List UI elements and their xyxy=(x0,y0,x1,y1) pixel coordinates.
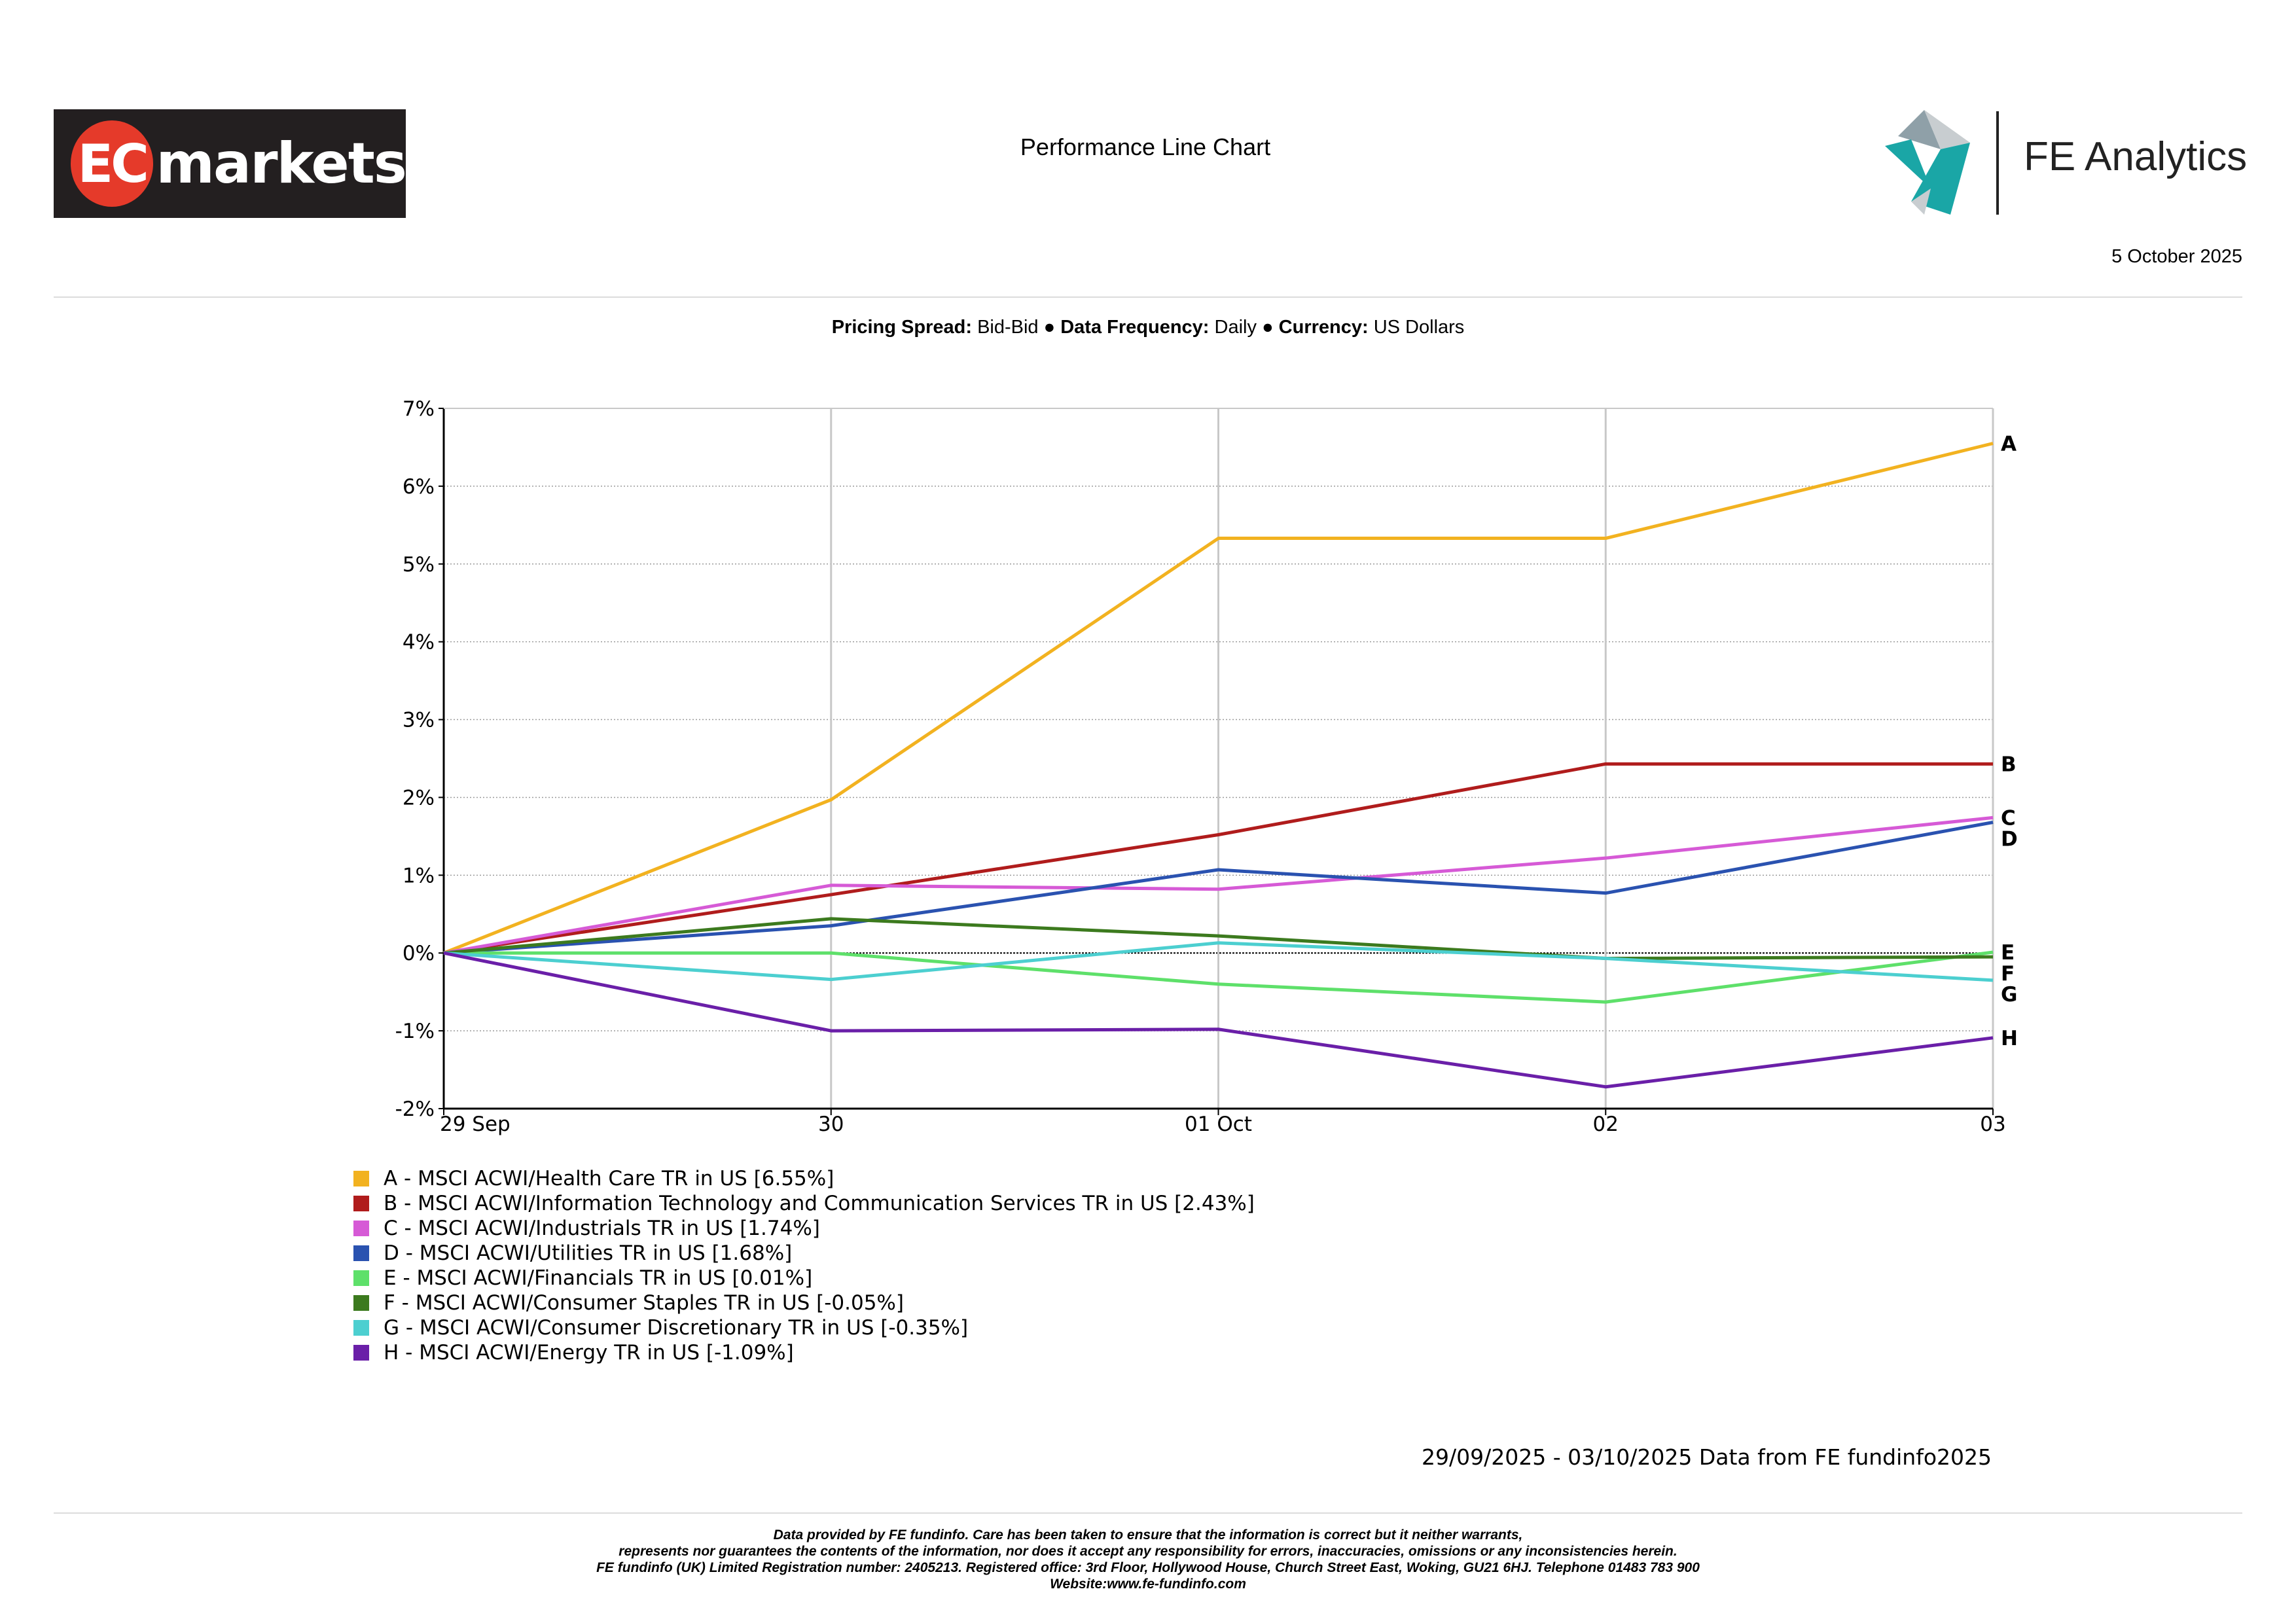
series-end-label: F xyxy=(2001,962,2015,986)
frequency-value: Daily xyxy=(1214,317,1257,338)
series-line-e xyxy=(444,950,1994,1004)
currency-label: Currency: xyxy=(1278,317,1369,338)
y-tick-label: 0% xyxy=(403,942,435,965)
legend-item: D - MSCI ACWI/Utilities TR in US [1.68%] xyxy=(353,1241,1255,1266)
separator: ● xyxy=(1262,317,1274,338)
fe-analytics-logo-icon xyxy=(1885,110,1970,215)
legend-swatch xyxy=(353,1245,369,1261)
series-end-label: E xyxy=(2001,941,2015,965)
series-end-label: B xyxy=(2001,753,2017,776)
disclaimer-line: represents nor guarantees the contents o… xyxy=(619,1544,1677,1559)
frequency-label: Data Frequency: xyxy=(1060,317,1210,338)
fe-analytics-wordmark: FE Analytics xyxy=(2024,134,2248,179)
header-divider xyxy=(1996,111,1999,215)
series-line-g xyxy=(443,941,1994,982)
ec-logo-circle: EC xyxy=(71,120,154,207)
page-title: Performance Line Chart xyxy=(1020,134,1271,160)
series-line-f xyxy=(443,917,1994,961)
legend-swatch xyxy=(353,1295,369,1311)
top-rule xyxy=(54,296,2242,298)
series-end-label: G xyxy=(2001,983,2017,1007)
data-range-note: 29/09/2025 - 03/10/2025 Data from FE fun… xyxy=(1422,1444,1992,1470)
bottom-rule xyxy=(54,1512,2242,1514)
x-tick-label: 01 Oct xyxy=(1185,1113,1252,1136)
series-line-a xyxy=(443,442,1994,955)
chart-legend: A - MSCI ACWI/Health Care TR in US [6.55… xyxy=(353,1166,1255,1365)
legend-label: E - MSCI ACWI/Financials TR in US [0.01%… xyxy=(384,1266,813,1290)
legend-item: G - MSCI ACWI/Consumer Discretionary TR … xyxy=(353,1315,1255,1340)
y-tick-label: 1% xyxy=(403,864,435,887)
y-tick-label: 6% xyxy=(403,475,435,499)
disclaimer-line: FE fundinfo (UK) Limited Registration nu… xyxy=(596,1560,1700,1575)
pricing-value: Bid-Bid xyxy=(977,317,1039,338)
y-tick-label: 4% xyxy=(403,631,435,654)
y-tick-label: -2% xyxy=(395,1097,435,1121)
y-tick-label: 5% xyxy=(403,553,435,577)
series-line-d xyxy=(443,821,1994,955)
website-line: Website:www.fe-fundinfo.com xyxy=(1050,1577,1246,1592)
series-line-c xyxy=(443,815,1994,955)
y-tick-label: 7% xyxy=(403,397,435,421)
legend-item: F - MSCI ACWI/Consumer Staples TR in US … xyxy=(353,1291,1255,1315)
legend-swatch xyxy=(353,1270,369,1286)
separator: ● xyxy=(1043,317,1056,338)
legend-swatch xyxy=(353,1320,369,1336)
y-tick-label: -1% xyxy=(395,1020,435,1043)
legend-swatch xyxy=(353,1196,369,1211)
series-end-label: C xyxy=(2001,806,2016,830)
disclaimer-line: Data provided by FE fundinfo. Care has b… xyxy=(773,1527,1523,1543)
legend-item: C - MSCI ACWI/Industrials TR in US [1.74… xyxy=(353,1216,1255,1241)
legend-item: E - MSCI ACWI/Financials TR in US [0.01%… xyxy=(353,1266,1255,1291)
pricing-label: Pricing Spread: xyxy=(831,317,973,338)
series-line-h xyxy=(443,951,1994,1089)
legend-swatch xyxy=(353,1171,369,1186)
legend-label: C - MSCI ACWI/Industrials TR in US [1.74… xyxy=(384,1217,820,1240)
legend-label: H - MSCI ACWI/Energy TR in US [-1.09%] xyxy=(384,1341,794,1364)
chart-settings-line: Pricing Spread: Bid-Bid ● Data Frequency… xyxy=(0,317,2296,338)
legend-item: H - MSCI ACWI/Energy TR in US [-1.09%] xyxy=(353,1340,1255,1365)
legend-swatch xyxy=(353,1221,369,1236)
ec-logo-word: markets xyxy=(156,131,407,196)
legend-label: D - MSCI ACWI/Utilities TR in US [1.68%] xyxy=(384,1241,793,1265)
x-tick-label: 02 xyxy=(1593,1113,1619,1136)
currency-value: US Dollars xyxy=(1373,317,1465,338)
x-tick-label: 03 xyxy=(1980,1113,2005,1136)
legend-label: A - MSCI ACWI/Health Care TR in US [6.55… xyxy=(384,1167,834,1190)
series-line-b xyxy=(443,762,1993,955)
legend-item: A - MSCI ACWI/Health Care TR in US [6.55… xyxy=(353,1166,1255,1191)
x-tick-label: 30 xyxy=(818,1113,844,1136)
series-end-label: D xyxy=(2001,827,2018,851)
x-tick-label: 29 Sep xyxy=(440,1113,511,1136)
y-tick-label: 3% xyxy=(403,709,435,732)
legend-swatch xyxy=(353,1345,369,1361)
y-tick-label: 2% xyxy=(403,786,435,810)
series-end-label: H xyxy=(2001,1027,2018,1050)
ec-markets-logo: EC markets xyxy=(54,109,407,218)
legend-item: B - MSCI ACWI/Information Technology and… xyxy=(353,1191,1255,1216)
report-date: 5 October 2025 xyxy=(2111,246,2242,267)
legend-label: B - MSCI ACWI/Information Technology and… xyxy=(384,1192,1255,1215)
legend-label: G - MSCI ACWI/Consumer Discretionary TR … xyxy=(384,1316,969,1340)
disclaimer-footer: Data provided by FE fundinfo. Care has b… xyxy=(0,1527,2296,1592)
legend-label: F - MSCI ACWI/Consumer Staples TR in US … xyxy=(384,1291,904,1315)
series-end-label: A xyxy=(2001,433,2017,456)
